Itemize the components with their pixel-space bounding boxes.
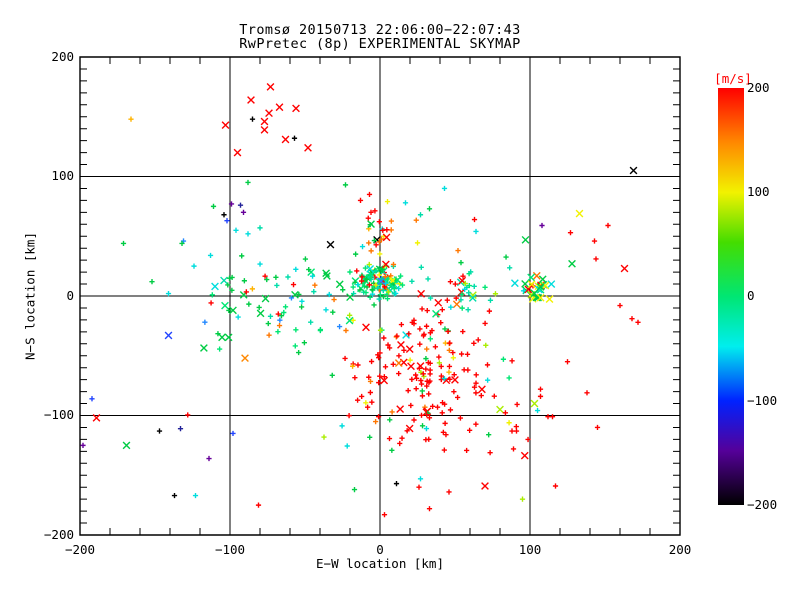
colorbar-tick-100: 100: [747, 184, 770, 199]
y-tick-label-m200: −200: [43, 527, 74, 542]
plot-title-line1: Tromsø 20150713 22:06:00−22:07:43: [239, 22, 521, 38]
x-tick-label-0: 0: [376, 542, 384, 557]
x-tick-label-m200: −200: [64, 542, 96, 557]
scatter-points: [80, 82, 641, 518]
y-tick-label-200: 200: [51, 49, 74, 64]
colorbar-gradient: [718, 88, 744, 505]
colorbar-tick-m200: −200: [747, 497, 778, 512]
plot-title-line2: RwPretec (8p) EXPERIMENTAL SKYMAP: [239, 36, 521, 52]
x-tick-label-200: 200: [668, 542, 692, 557]
colorbar-units-label: [m/s]: [714, 71, 752, 86]
colorbar-tick-200: 200: [747, 80, 770, 95]
x-tick-label-m100: −100: [214, 542, 246, 557]
y-tick-label-m100: −100: [43, 407, 74, 422]
x-tick-label-100: 100: [518, 542, 542, 557]
y-tick-label-0: 0: [66, 288, 74, 303]
x-axis-title: E−W location [km]: [316, 556, 444, 571]
colorbar-tick-m100: −100: [747, 393, 778, 408]
y-axis-title: N−S location [km]: [22, 232, 38, 360]
y-tick-label-100: 100: [51, 168, 74, 183]
colorbar-tick-0: 0: [747, 288, 755, 303]
